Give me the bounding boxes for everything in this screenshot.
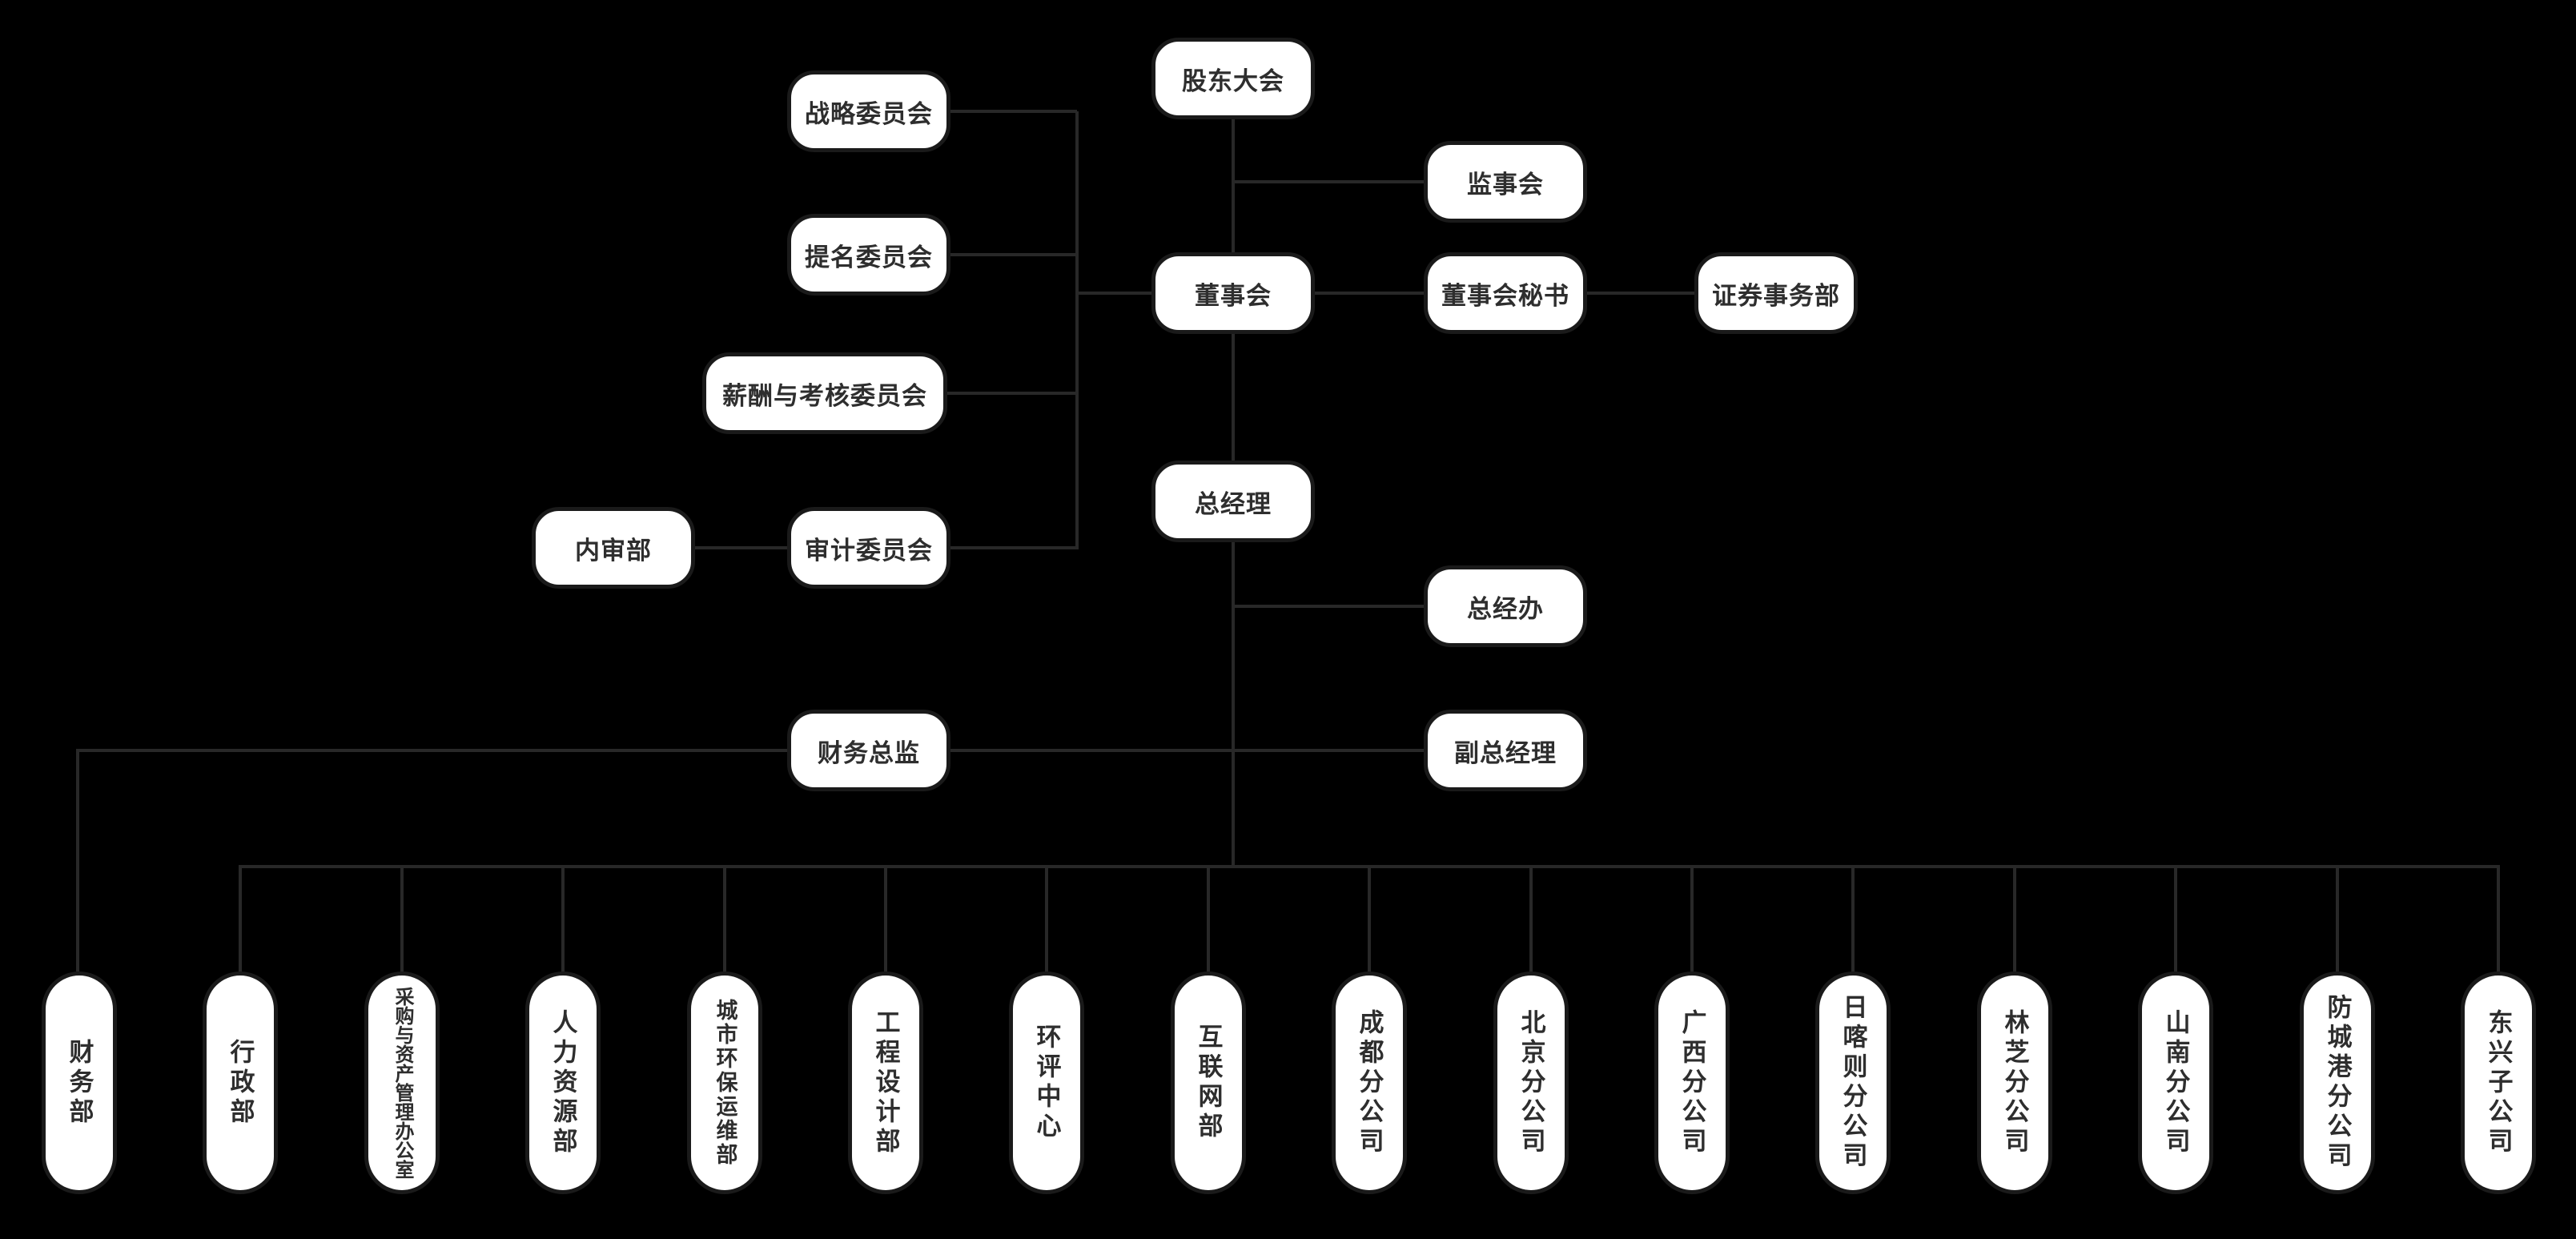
node-label: 工程设计部 — [871, 1008, 900, 1157]
node-dongshihui: 董事会 — [1151, 252, 1315, 334]
node-label: 山南分公司 — [2161, 1008, 2190, 1157]
node-caiwu-zongjian: 财务总监 — [787, 710, 950, 791]
node-hulianwangbu: 互联网部 — [1171, 971, 1246, 1194]
connector-line — [1690, 865, 1694, 971]
node-label: 内审部 — [575, 536, 652, 565]
connector-line — [1587, 292, 1694, 295]
connector-line — [2174, 865, 2177, 971]
node-linzhi-fengongsi: 林芝分公司 — [1977, 971, 2052, 1194]
node-label: 总经理 — [1195, 489, 1272, 518]
node-zongjingli: 总经理 — [1151, 461, 1315, 542]
node-label: 采购与资产管理办公室 — [392, 987, 413, 1179]
connector-line — [1233, 749, 1425, 752]
connector-line — [1232, 333, 1235, 461]
node-label: 董事会 — [1195, 281, 1272, 310]
node-label: 林芝分公司 — [2000, 1008, 2029, 1157]
node-label: 环评中心 — [1032, 1024, 1061, 1142]
node-timing-weiyuanhui: 提名委员会 — [787, 214, 950, 296]
connector-line — [1077, 292, 1151, 295]
node-label: 股东大会 — [1182, 66, 1284, 95]
node-label: 成都分公司 — [1355, 1008, 1384, 1157]
connector-line — [1233, 605, 1425, 608]
node-label: 人力资源部 — [549, 1008, 577, 1157]
node-label: 城市环保运维部 — [713, 999, 737, 1167]
connector-line — [1233, 180, 1425, 183]
connector-line — [1315, 292, 1425, 295]
node-beijing-fengongsi: 北京分公司 — [1493, 971, 1569, 1194]
connector-line — [1368, 865, 1371, 971]
connector-line — [723, 865, 726, 971]
node-label: 东兴子公司 — [2484, 1008, 2513, 1157]
node-label: 审计委员会 — [805, 536, 933, 565]
node-label: 提名委员会 — [805, 243, 933, 272]
connector-line — [950, 253, 1077, 256]
connector-line — [1045, 865, 1048, 971]
node-chengshi-huanbao-yunweibu: 城市环保运维部 — [687, 971, 762, 1194]
connector-line — [1207, 865, 1210, 971]
node-neishenbu: 内审部 — [532, 507, 695, 589]
node-label: 副总经理 — [1454, 738, 1557, 767]
node-gudong-dahui: 股东大会 — [1151, 38, 1315, 119]
node-jianshihui: 监事会 — [1424, 141, 1587, 223]
node-guangxi-fengongsi: 广西分公司 — [1654, 971, 1730, 1194]
connector-line — [950, 546, 1077, 549]
connector-line — [400, 865, 404, 971]
connector-line — [239, 865, 242, 971]
connector-line — [695, 546, 787, 549]
connector-line — [1851, 865, 1855, 971]
connector-line — [884, 865, 887, 971]
connector-line — [1232, 119, 1235, 253]
connector-line — [950, 749, 1233, 752]
node-chengdu-fengongsi: 成都分公司 — [1332, 971, 1407, 1194]
node-label: 财务部 — [65, 1038, 94, 1128]
node-caiwubu: 财务部 — [42, 971, 117, 1194]
connector-line — [950, 110, 1077, 113]
node-dongshihui-mishu: 董事会秘书 — [1424, 252, 1587, 334]
node-label: 总经办 — [1467, 594, 1544, 623]
node-label: 薪酬与考核委员会 — [722, 381, 927, 410]
node-rikaze-fengongsi: 日喀则分公司 — [1815, 971, 1891, 1194]
connector-line — [2497, 865, 2500, 971]
node-label: 财务总监 — [818, 738, 920, 767]
node-zongjingban: 总经办 — [1424, 565, 1587, 647]
node-renli-ziyuanbu: 人力资源部 — [525, 971, 601, 1194]
node-fu-zongjingli: 副总经理 — [1424, 710, 1587, 791]
node-xingzhengbu: 行政部 — [203, 971, 278, 1194]
node-label: 广西分公司 — [1678, 1008, 1706, 1157]
node-fangchenggang-fengongsi: 防城港分公司 — [2300, 971, 2375, 1194]
node-caigou-zichan-guanli: 采购与资产管理办公室 — [364, 971, 440, 1194]
node-label: 证券事务部 — [1712, 281, 1840, 310]
node-label: 战略委员会 — [805, 99, 933, 128]
node-xinchou-kaohe-weiyuanhui: 薪酬与考核委员会 — [702, 352, 947, 434]
node-label: 董事会秘书 — [1441, 281, 1569, 310]
node-dongxing-zigongsi: 东兴子公司 — [2461, 971, 2536, 1194]
node-label: 日喀则分公司 — [1839, 994, 1867, 1172]
node-huanping-zhongxin: 环评中心 — [1009, 971, 1084, 1194]
node-shannan-fengongsi: 山南分公司 — [2138, 971, 2213, 1194]
connector-line — [947, 392, 1077, 395]
connector-line — [2336, 865, 2339, 971]
node-label: 监事会 — [1467, 170, 1544, 199]
connector-line — [1529, 865, 1533, 971]
node-label: 互联网部 — [1194, 1024, 1223, 1142]
connector-line — [78, 749, 787, 752]
node-gongcheng-shejibu: 工程设计部 — [848, 971, 923, 1194]
node-zhengquan-shiwubu: 证券事务部 — [1694, 252, 1858, 334]
connector-line — [76, 749, 79, 971]
node-shenji-weiyuanhui: 审计委员会 — [787, 507, 950, 589]
node-label: 行政部 — [226, 1038, 255, 1128]
connector-line — [1232, 541, 1235, 868]
connector-line — [561, 865, 565, 971]
connector-line — [1075, 111, 1079, 549]
node-label: 北京分公司 — [1517, 1008, 1545, 1157]
node-zhanlve-weiyuanhui: 战略委员会 — [787, 70, 950, 152]
node-label: 防城港分公司 — [2323, 994, 2352, 1172]
connector-line — [2013, 865, 2016, 971]
